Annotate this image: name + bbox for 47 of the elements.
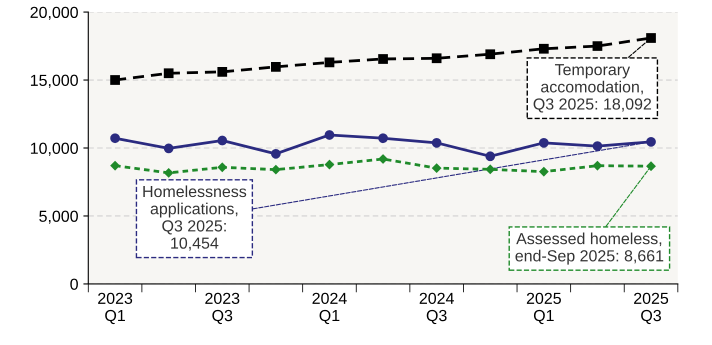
y-tick-label: 5,000 [39,210,78,224]
point [646,162,656,171]
point [324,58,334,68]
point [538,44,549,54]
annotation: Temporary accomodation, Q3 2025: 18,092 [534,64,652,113]
annotation: Assessed homeless, end-Sep 2025: 8,661 [515,232,664,265]
point [217,67,228,77]
x-tick-label: 2025 Q3 [634,292,668,324]
point [538,138,549,148]
y-tick-label: 20,000 [30,6,78,20]
point [592,161,602,170]
x-tick-label: 2024 Q1 [312,292,347,324]
point [218,162,227,172]
point [164,168,174,178]
x-tick-label: 2023 Q1 [98,292,132,324]
point [485,151,496,162]
point [110,133,120,144]
x-tick-label: 2024 Q3 [420,292,454,324]
point [485,49,496,60]
point [646,33,656,43]
point [271,164,280,174]
point [378,133,388,144]
point [378,154,388,164]
annotation: Homelessness applications, Q3 2025: 10,454 [143,185,246,251]
point [164,68,174,78]
point [324,160,334,170]
y-tick-label: 0 [70,278,78,290]
point [110,161,120,170]
point [539,167,548,176]
point [271,148,281,159]
x-tick-label: 2025 Q1 [526,292,561,324]
x-tick-label: 2023 Q3 [205,292,240,324]
point [592,141,602,151]
point [110,75,120,85]
point [592,41,602,51]
point [486,164,495,174]
point [164,144,174,154]
point [324,130,334,140]
point [271,62,281,72]
point [432,53,442,64]
point [378,54,388,64]
point [432,164,442,173]
y-tick-label: 15,000 [30,74,78,88]
point [432,138,442,148]
y-tick-label: 10,000 [30,142,78,156]
point [217,136,228,146]
point [646,136,656,147]
